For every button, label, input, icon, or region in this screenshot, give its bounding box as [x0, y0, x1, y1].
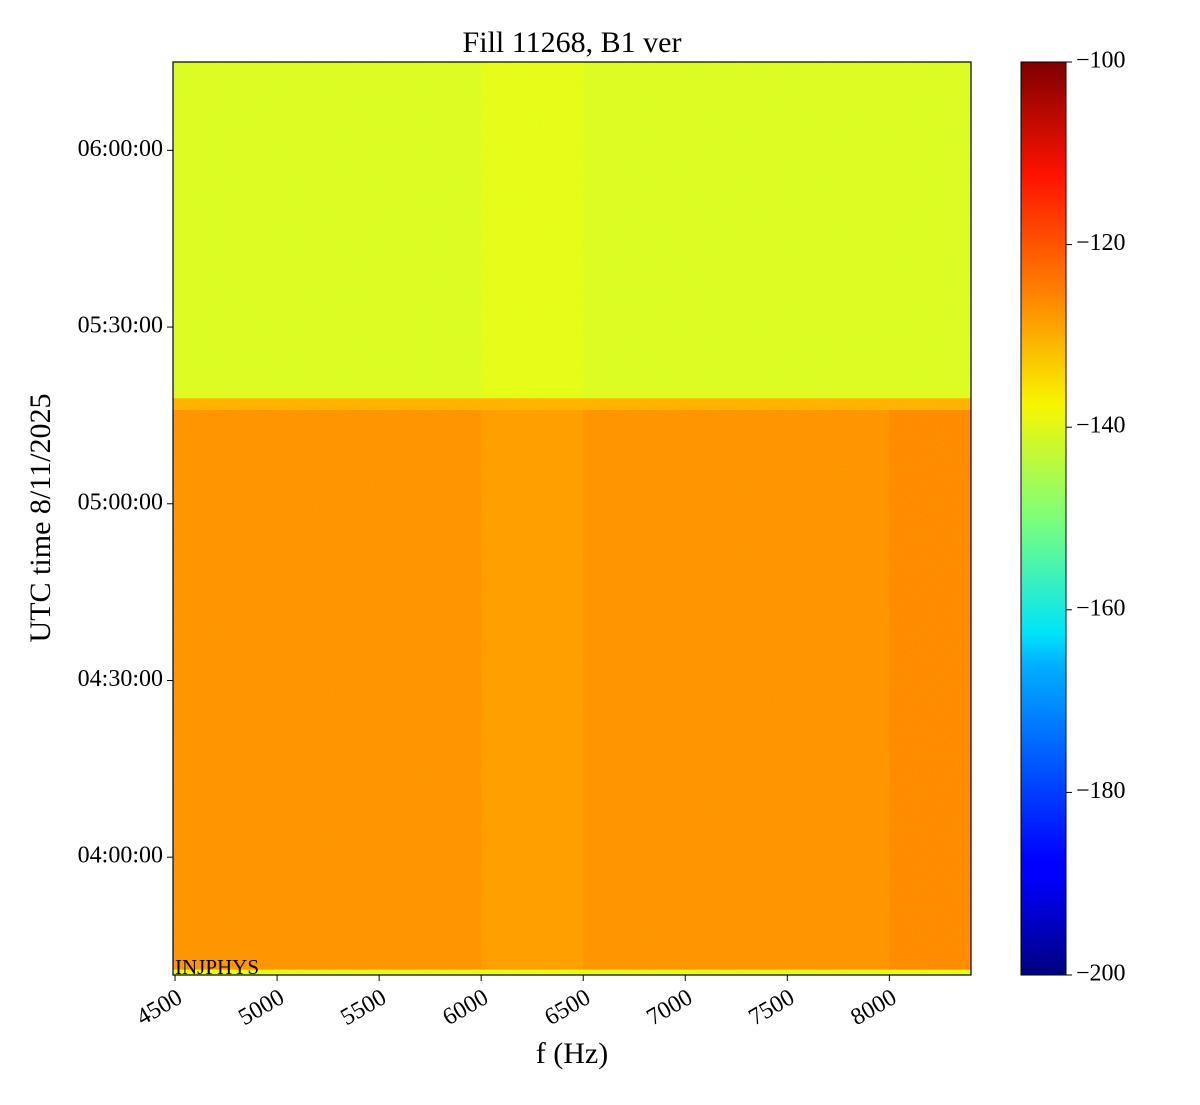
- chart-title: Fill 11268, B1 ver: [463, 26, 682, 59]
- x-tick-label: 7000: [642, 984, 697, 1031]
- colorbar-tick-label: −120: [1076, 230, 1126, 256]
- texture: [173, 62, 971, 975]
- x-tick-label: 7500: [744, 984, 799, 1031]
- colorbar-tick-label: −100: [1076, 48, 1126, 74]
- y-axis-label: UTC time 8/11/2025: [24, 394, 57, 643]
- x-tick-label: 5000: [234, 984, 289, 1031]
- annotation: INJPHYS: [175, 955, 259, 979]
- plot-frame: [172, 61, 972, 976]
- y-tick-label: 05:00:00: [78, 489, 163, 515]
- x-tick-label: 8000: [847, 984, 902, 1031]
- y-tick-label: 04:00:00: [78, 843, 163, 869]
- x-tick-label: 6000: [438, 984, 493, 1031]
- x-tick-label: 5500: [336, 984, 391, 1031]
- colorbar-tick-label: −180: [1076, 778, 1126, 804]
- x-tick-label: 4500: [132, 984, 187, 1031]
- x-tick-label: 6500: [540, 984, 595, 1031]
- colorbar-tick-label: −160: [1076, 595, 1126, 621]
- x-axis-label: f (Hz): [536, 1037, 608, 1070]
- y-tick-label: 04:30:00: [78, 666, 163, 692]
- y-tick-label: 06:00:00: [78, 136, 163, 162]
- colorbar-tick-label: −140: [1076, 413, 1126, 439]
- y-tick-label: 05:30:00: [78, 313, 163, 339]
- colorbar: [1020, 61, 1067, 976]
- colorbar-tick-label: −200: [1076, 961, 1126, 987]
